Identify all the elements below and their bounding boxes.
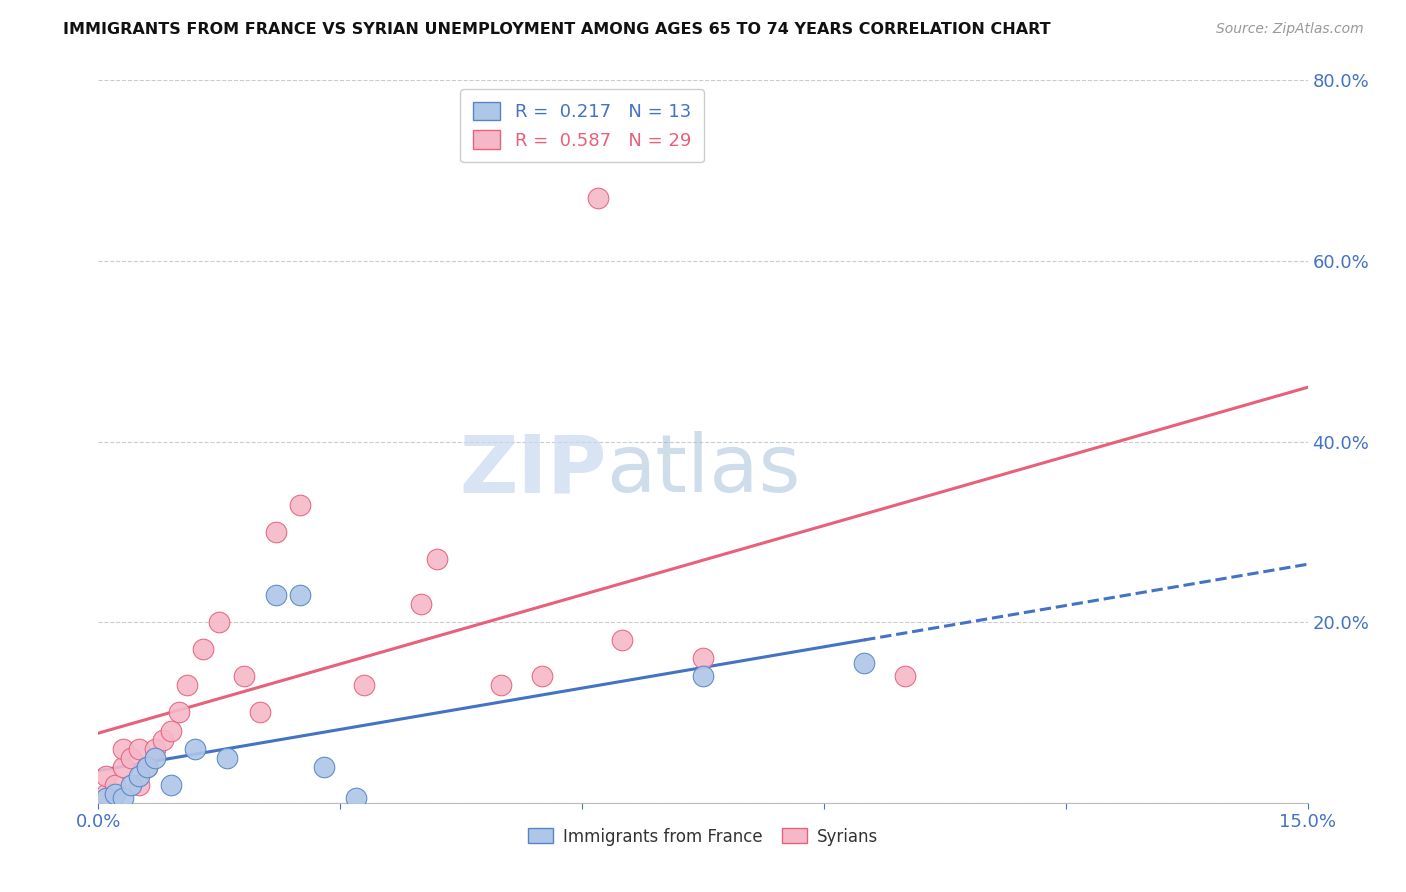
Point	[160, 723, 183, 738]
Point	[160, 778, 183, 792]
Point	[264, 588, 287, 602]
Point	[264, 524, 287, 539]
Point	[96, 787, 118, 801]
Point	[167, 706, 190, 720]
Point	[128, 741, 150, 756]
Point	[692, 669, 714, 683]
Point	[208, 615, 231, 630]
Point	[612, 633, 634, 648]
Point	[893, 669, 915, 683]
Point	[217, 750, 239, 764]
Point	[491, 678, 513, 692]
Point	[111, 760, 134, 774]
Point	[128, 769, 150, 783]
Point	[143, 741, 166, 756]
Text: Source: ZipAtlas.com: Source: ZipAtlas.com	[1216, 22, 1364, 37]
Point	[288, 498, 311, 512]
Point	[120, 750, 142, 764]
Point	[135, 760, 157, 774]
Point	[288, 588, 311, 602]
Point	[135, 760, 157, 774]
Point	[176, 678, 198, 692]
Text: ZIP: ZIP	[458, 432, 606, 509]
Text: IMMIGRANTS FROM FRANCE VS SYRIAN UNEMPLOYMENT AMONG AGES 65 TO 74 YEARS CORRELAT: IMMIGRANTS FROM FRANCE VS SYRIAN UNEMPLO…	[63, 22, 1050, 37]
Text: atlas: atlas	[606, 432, 800, 509]
Point	[103, 778, 125, 792]
Point	[143, 750, 166, 764]
Point	[184, 741, 207, 756]
Point	[120, 778, 142, 792]
Point	[409, 597, 432, 611]
Point	[111, 791, 134, 805]
Legend: Immigrants from France, Syrians: Immigrants from France, Syrians	[520, 821, 886, 852]
Point	[128, 778, 150, 792]
Point	[344, 791, 367, 805]
Point	[152, 732, 174, 747]
Point	[232, 669, 254, 683]
Point	[96, 769, 118, 783]
Point	[530, 669, 553, 683]
Point	[586, 191, 609, 205]
Point	[96, 791, 118, 805]
Point	[111, 741, 134, 756]
Point	[353, 678, 375, 692]
Point	[193, 642, 215, 657]
Point	[692, 651, 714, 665]
Point	[426, 552, 449, 566]
Point	[103, 787, 125, 801]
Point	[853, 656, 876, 670]
Point	[314, 760, 336, 774]
Point	[249, 706, 271, 720]
